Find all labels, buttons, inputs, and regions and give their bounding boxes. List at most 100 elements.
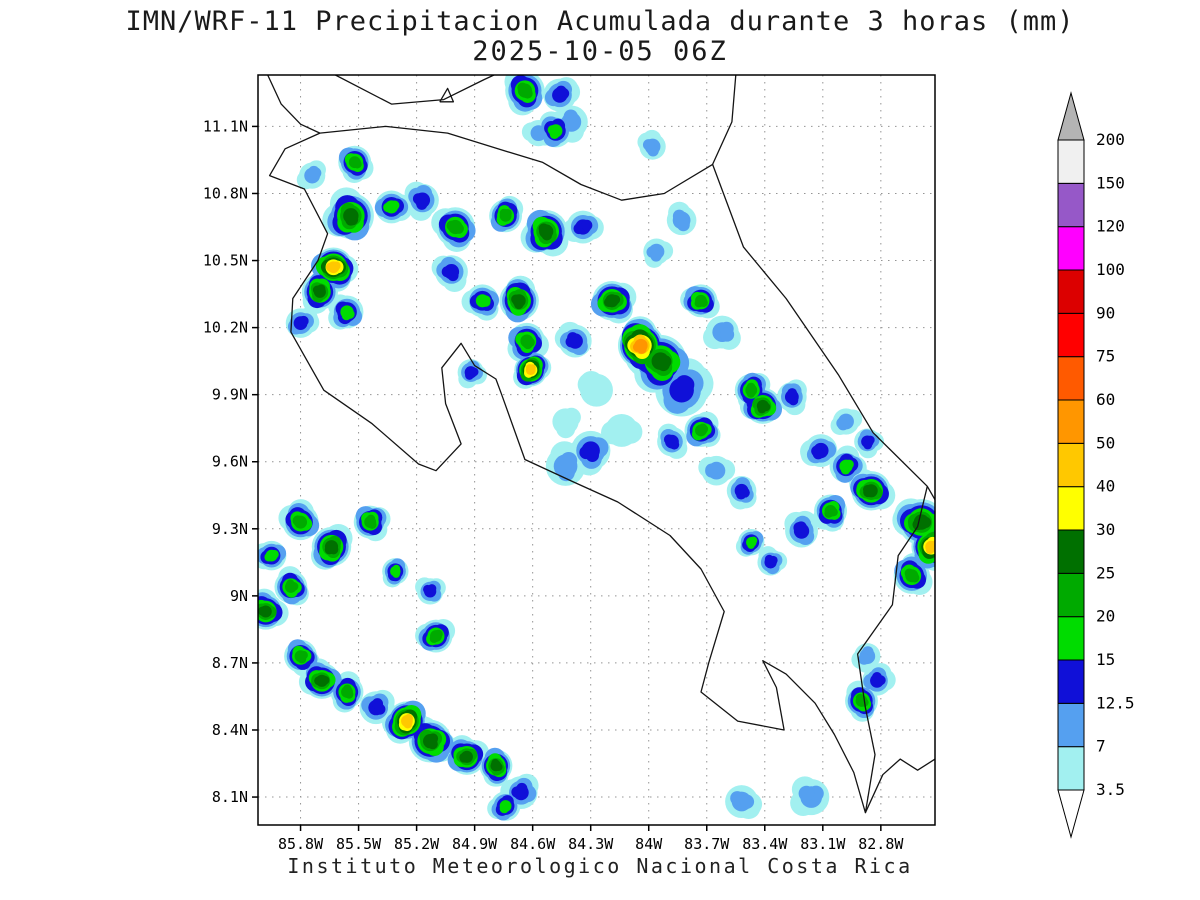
- precip-cell-blob: [343, 208, 359, 226]
- precip-cell-blob: [632, 338, 648, 354]
- colorbar-label: 3.5: [1096, 780, 1125, 799]
- lon-tick-label: 84.6W: [510, 835, 556, 853]
- colorbar-label: 7: [1096, 737, 1106, 756]
- precip-cell-blob: [364, 514, 377, 529]
- precip-cell-blob: [745, 536, 758, 549]
- precip-cell-blob: [601, 413, 643, 447]
- precip-cells: [258, 75, 935, 821]
- chart-subtitle: 2025-10-05 06Z: [472, 36, 728, 67]
- precip-cell-blob: [525, 364, 536, 376]
- lat-tick-label: 10.8N: [203, 184, 248, 202]
- coastline-nicaragua_caribbean: [712, 75, 737, 165]
- precip-cell-blob: [499, 208, 512, 222]
- colorbar-band: [1057, 486, 1085, 531]
- precip-cell-blob: [552, 407, 581, 439]
- colorbar-label: 90: [1096, 303, 1115, 322]
- coastline-panama_caribbean: [926, 485, 935, 501]
- precip-cell-blob: [293, 315, 309, 331]
- precip-cell-blob: [490, 758, 503, 772]
- precip-cell-blob: [429, 629, 443, 643]
- precip-cell-blob: [565, 332, 583, 349]
- lat-tick-label: 8.7N: [212, 654, 248, 672]
- precip-cell-blob: [324, 540, 339, 555]
- precip-cell-blob: [861, 435, 875, 450]
- precip-cell-blob: [284, 579, 299, 593]
- precip-cell-blob: [651, 352, 672, 372]
- precip-cell-blob: [863, 484, 878, 498]
- colorbar-band: [1057, 399, 1085, 444]
- precip-cell-blob: [764, 554, 778, 569]
- map-frame: [257, 74, 936, 826]
- precip-cell-blob: [663, 434, 680, 450]
- precip-cell-blob: [547, 124, 563, 139]
- lat-tick-label: 10.2N: [203, 319, 248, 337]
- precip-cell-blob: [756, 399, 771, 414]
- axis-ticks: [252, 125, 882, 831]
- lon-tick-label: 84.3W: [568, 835, 614, 853]
- colorbar-label: 20: [1096, 607, 1115, 626]
- colorbar-band: [1057, 702, 1085, 748]
- precip-cell-blob: [325, 261, 341, 274]
- colorbar-label: 40: [1096, 477, 1115, 496]
- precip-cell-blob: [499, 800, 512, 814]
- precip-cell-blob: [294, 650, 308, 664]
- precip-cell-blob: [672, 209, 691, 232]
- precip-cell-blob: [646, 243, 665, 262]
- precip-cell-blob: [824, 504, 838, 518]
- precip-cell-blob: [573, 219, 593, 235]
- precip-cell-blob: [669, 375, 695, 403]
- lon-tick-label: 85.2W: [394, 835, 440, 853]
- precip-cell-blob: [734, 483, 750, 500]
- colorbar-band: [1057, 442, 1085, 488]
- precip-cell-blob: [552, 85, 570, 103]
- colorbar-label: 60: [1096, 390, 1115, 409]
- colorbar-label: 75: [1096, 347, 1115, 366]
- precip-cell-blob: [694, 294, 708, 308]
- precip-cell-blob: [642, 138, 661, 157]
- coastline-panama_pacific: [864, 758, 935, 813]
- precip-cell-blob: [538, 223, 554, 241]
- precip-cell-blob: [304, 165, 322, 184]
- precip-cell-blob: [925, 540, 935, 555]
- footer-credit: Instituto Meteorologico Nacional Costa R…: [287, 854, 913, 878]
- lat-tick-label: 9N: [230, 587, 248, 605]
- lat-tick-label: 9.9N: [212, 386, 248, 404]
- lon-tick-label: 85.8W: [278, 835, 324, 853]
- precip-cell-blob: [341, 684, 354, 699]
- coastline-costa_rica: [268, 125, 928, 814]
- precip-cell-blob: [577, 370, 613, 407]
- colorbar-arrow-bottom: [1057, 789, 1085, 839]
- precip-cell-blob: [368, 698, 386, 716]
- precip-cell-blob: [793, 521, 810, 539]
- lat-tick-label: 10.5N: [203, 252, 248, 270]
- precip-cell-blob: [870, 672, 886, 688]
- colorbar-band: [1057, 139, 1085, 184]
- lat-tick-label: 9.3N: [212, 520, 248, 538]
- colorbar-band: [1057, 356, 1085, 401]
- colorbar-band: [1057, 746, 1085, 791]
- colorbar-band: [1057, 529, 1085, 574]
- precip-cell-blob: [511, 294, 526, 310]
- lon-tick-label: 82.8W: [858, 835, 904, 853]
- chart-title: IMN/WRF-11 Precipitacion Acumulada duran…: [125, 6, 1075, 37]
- colorbar-arrow-top: [1057, 91, 1085, 141]
- precip-cell-blob: [517, 82, 533, 99]
- lon-tick-label: 84W: [635, 835, 663, 853]
- lon-tick-label: 84.9W: [452, 835, 498, 853]
- precip-cell-blob: [730, 791, 755, 812]
- precip-cell-blob: [475, 294, 491, 308]
- precip-cell-blob: [412, 192, 431, 210]
- colorbar-label: 30: [1096, 520, 1115, 539]
- lat-tick-label: 8.1N: [212, 788, 248, 806]
- lon-tick-label: 85.5W: [336, 835, 382, 853]
- precip-cell-blob: [401, 714, 413, 729]
- colorbar-label: 100: [1096, 260, 1125, 279]
- precip-cell-blob: [798, 785, 824, 808]
- precip-cell-blob: [258, 605, 272, 618]
- precip-cell-blob: [464, 366, 479, 380]
- colorbar-band: [1057, 312, 1085, 358]
- precip-cell-blob: [839, 459, 854, 475]
- colorbar-label: 15: [1096, 650, 1115, 669]
- precip-cell-blob: [712, 321, 735, 342]
